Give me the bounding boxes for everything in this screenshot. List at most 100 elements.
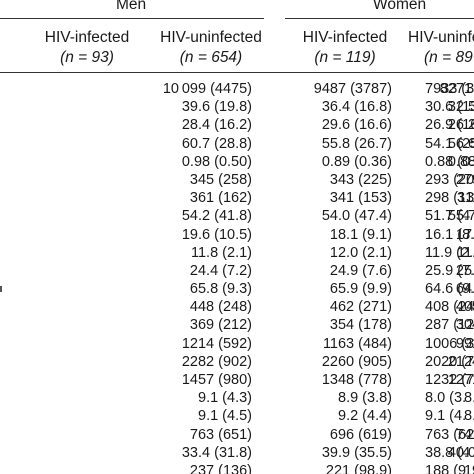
table-cell: 188 (9: [425, 462, 467, 474]
table-row: 28.4 (16.2) 29.6 (16.6) 26.2 (14.8)26.9 (1…: [0, 116, 474, 134]
table-cell: 39.9 (35.5): [321, 444, 392, 461]
table-cell: 24.4 (7.2): [189, 262, 252, 279]
column-header-n: (n = 89: [424, 49, 473, 66]
table-cell: 293 (20: [425, 171, 474, 188]
table-row: 33.4 (31.8) 39.9 (35.5) 40.0 (46.7)38.8 (4: [0, 444, 474, 462]
table-row: 39.6 (19.8) 36.4 (16.8) 32.5 (14.5)30.6 (1…: [0, 98, 474, 116]
table-cell: 29.6 (16.6): [321, 117, 392, 134]
table-cell: 8271 (3136): [439, 81, 474, 97]
table-cell: 0.88 (0.: [425, 153, 474, 170]
table-cell: 7933 (30: [425, 81, 474, 97]
table-cell: 54.1 (25: [425, 135, 474, 152]
table-row: 60.7 (28.8) 55.8 (26.7) 56.6 (27.9)54.1 (2…: [0, 135, 474, 153]
table-cell: 8.2 (3.4): [464, 390, 474, 407]
table-cell: 9.1 (4.5): [198, 408, 252, 425]
table-cell: 991 (367): [455, 335, 474, 352]
table-cell: 345 (258): [189, 171, 252, 188]
table-row: 11.8 (2.1) 12.0 (2.1) 11.6 (2.1)11.9 (2.: [0, 244, 474, 262]
table-cell: 408 (24: [425, 299, 474, 316]
table-row: 54.2 (41.8) 54.0 (47.4) 55.7 (47.9)51.7 (4: [0, 207, 474, 225]
table-row: 24.4 (7.2) 24.9 (7.6) 25.5 (7.0)25.9 (7.: [0, 262, 474, 280]
header-bottom-rule: [0, 72, 474, 73]
table-cell: 197 (81): [463, 462, 474, 474]
table-row: 19.6 (10.5) 18.1 (9.1) 17.2 (8.2)16.1 (8.: [0, 226, 474, 244]
table-cell: 2282 (902): [181, 353, 252, 370]
table-row: 361 (162) 341 (153) 311 (131)298 (13: [0, 189, 474, 207]
table-cell: 18.1 (9.1): [329, 226, 392, 243]
table-row: 10 099 (4475) 9487 (3787) 8271 (3136)7933 …: [0, 80, 474, 98]
table-cell: 311 (131): [457, 190, 474, 207]
column-header-label: HIV-infected: [44, 29, 130, 46]
column-header-label: HIV-infected: [302, 29, 388, 46]
column-header: HIV-infected (n = 119): [286, 28, 404, 68]
table-row: 369 (212) 354 (178) 304 (129)287 (12: [0, 316, 474, 334]
table-cell: 40.0 (46.7): [447, 444, 474, 461]
table-cell: 56.6 (27.9): [447, 135, 474, 152]
table-cell: 696 (619): [329, 426, 392, 443]
table-row: 448 (248) 462 (271) 405 (213)408 (24: [0, 298, 474, 316]
left-edge-mark: [0, 286, 2, 292]
column-header: HIV-uninfe (n = 89: [408, 28, 474, 68]
table-cell: 405 (213): [455, 299, 474, 316]
women-group-rule: [285, 18, 474, 19]
table-cell: 32.5 (14.5): [447, 99, 474, 116]
table-row: 65.8 (9.3) 65.9 (9.9) 64.5 (9.4)64.6 (9.: [0, 280, 474, 298]
group-header-men: Men: [116, 0, 147, 13]
table-cell: 10 099 (4475): [162, 81, 252, 97]
table-row: 237 (136) 221 (98.9) 197 (81)188 (9: [0, 462, 474, 474]
table-cell: 55.7 (47.9): [447, 208, 474, 225]
table-cell: 11.9 (2.: [425, 244, 474, 261]
table-cell: 2020 (7: [425, 353, 474, 370]
table-cell: 221 (98.9): [325, 462, 392, 474]
column-header-label: HIV-uninfected: [160, 29, 262, 46]
table-cell: 369 (212): [189, 317, 252, 334]
table-cell: 19.6 (10.5): [181, 226, 252, 243]
table-cell: 55.8 (26.7): [321, 135, 392, 152]
table-cell: 448 (248): [189, 299, 252, 316]
table-cell: 28.4 (16.2): [181, 117, 252, 134]
table-cell: 33.4 (31.8): [181, 444, 252, 461]
table-cell: 65.9 (9.9): [329, 281, 392, 298]
table-cell: 36.4 (16.8): [321, 99, 392, 116]
table-cell: 2260 (905): [321, 353, 392, 370]
table-cell: 9.2 (4.4): [338, 408, 392, 425]
men-group-rule: [0, 18, 264, 19]
table-cell: 54.0 (47.4): [321, 208, 392, 225]
table-cell: 298 (13: [425, 190, 474, 207]
table-cell: 741 (577): [455, 426, 474, 443]
table-cell: 26.9 (16: [425, 117, 474, 134]
table-cell: 25.9 (7.: [425, 262, 474, 279]
table-cell: 287 (12: [425, 317, 474, 334]
group-header-women: Women: [373, 0, 427, 13]
table-cell: 2124 (853): [447, 353, 474, 370]
table-body: 10 099 (4475) 9487 (3787) 8271 (3136)7933 …: [0, 80, 474, 474]
table-cell: 9.1 (4.3): [198, 390, 252, 407]
table-cell: 38.8 (4: [425, 444, 471, 461]
table-cell: 0.98 (0.50): [181, 153, 252, 170]
table-cell: 8.9 (3.8): [338, 390, 392, 407]
table-row: 1214 (592) 1163 (484) 991 (367)1006 (3: [0, 335, 474, 353]
table-cell: 1214 (592): [181, 335, 252, 352]
table-cell: 64.6 (9.: [425, 281, 474, 298]
table-row: 345 (258) 343 (225) 279 (191)293 (20: [0, 171, 474, 189]
table-cell: 8.9 (4.3): [464, 408, 474, 425]
table-row: 9.1 (4.3) 8.9 (3.8) 8.2 (3.4)8.0 (3.: [0, 389, 474, 407]
table-cell: 8.0 (3.: [425, 390, 467, 407]
table-cell: 1348 (778): [321, 372, 392, 388]
table-cell: 39.6 (19.8): [181, 99, 252, 116]
table-row: 2282 (902) 2260 (905) 2124 (853)2020 (7: [0, 353, 474, 371]
table-cell: 54.2 (41.8): [181, 208, 252, 225]
table-cell: 30.6 (13: [425, 99, 474, 116]
column-header-n: (n = 119): [314, 49, 376, 66]
table-cell: 1232 (70: [425, 372, 474, 388]
table-cell: 12.0 (2.1): [329, 244, 392, 261]
table-cell: 9.1 (4.: [425, 408, 467, 425]
table-cell: 304 (129): [455, 317, 474, 334]
table-cell: 462 (271): [329, 299, 392, 316]
table-cell: 51.7 (4: [425, 208, 471, 225]
table-cell: 16.1 (8.: [425, 226, 474, 243]
table-cell: 279 (191): [455, 171, 474, 188]
